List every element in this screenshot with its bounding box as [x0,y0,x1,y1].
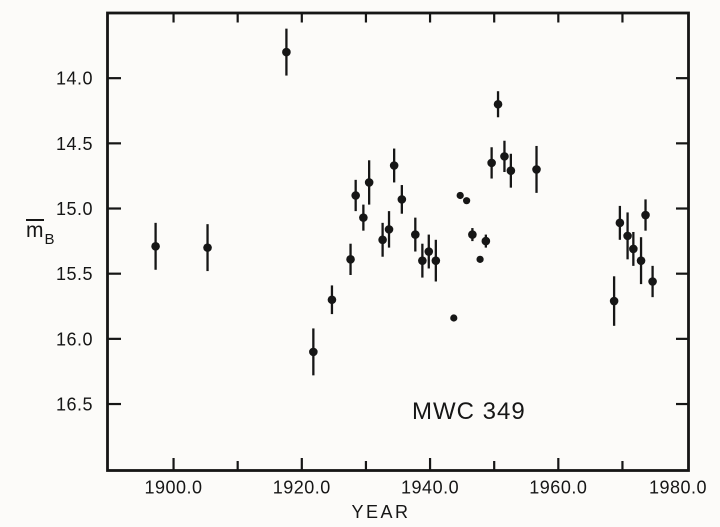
y-tick-label: 15.0 [56,199,93,219]
data-point [364,178,374,187]
data-point [481,236,491,246]
data-point [456,191,464,200]
data-point [418,256,427,265]
data-point [282,47,291,57]
x-axis-label: YEAR [351,502,411,522]
y-axis-label: mB [26,219,55,248]
data-point [431,256,441,265]
data-point [623,231,632,241]
data-point [411,230,420,239]
data-point [487,158,496,168]
data-point [463,197,471,205]
chart-title: MWC 349 [412,398,526,425]
data-point [609,296,619,306]
data-point [203,243,212,252]
data-point [476,255,484,263]
y-tick-label: 15.5 [56,264,93,284]
x-tick-label: 1900.0 [145,478,203,498]
axes-frame [106,11,690,472]
data-point [532,165,541,174]
data-point [615,218,625,228]
data-point [424,247,434,256]
data-point [397,195,407,204]
x-tick-label: 1960.0 [529,478,587,498]
data-point [378,235,387,245]
data-point [641,210,650,220]
data-point [629,244,638,254]
x-tick-label: 1980.0 [649,478,707,498]
y-tick-label: 16.5 [56,395,93,415]
data-point [359,213,368,222]
data-point [506,166,516,176]
x-tick-label: 1940.0 [401,478,459,498]
data-point [468,230,477,239]
data-point [493,99,503,109]
y-axis-symbol-subscript: B [44,231,55,248]
data-point [309,347,318,357]
data-point [346,255,355,264]
y-tick-label: 14.0 [56,69,93,89]
data-point [648,277,657,286]
data-point [389,161,399,170]
data-point [636,256,646,265]
data-point [500,152,509,161]
y-axis-symbol: m [26,219,44,242]
data-point [450,314,458,322]
data-point [151,242,160,251]
data-point [384,225,394,234]
data-point [327,295,337,305]
x-tick-label: 1920.0 [273,478,331,498]
data-point [351,191,360,200]
y-tick-label: 16.0 [56,329,93,349]
y-tick-label: 14.5 [56,134,93,154]
